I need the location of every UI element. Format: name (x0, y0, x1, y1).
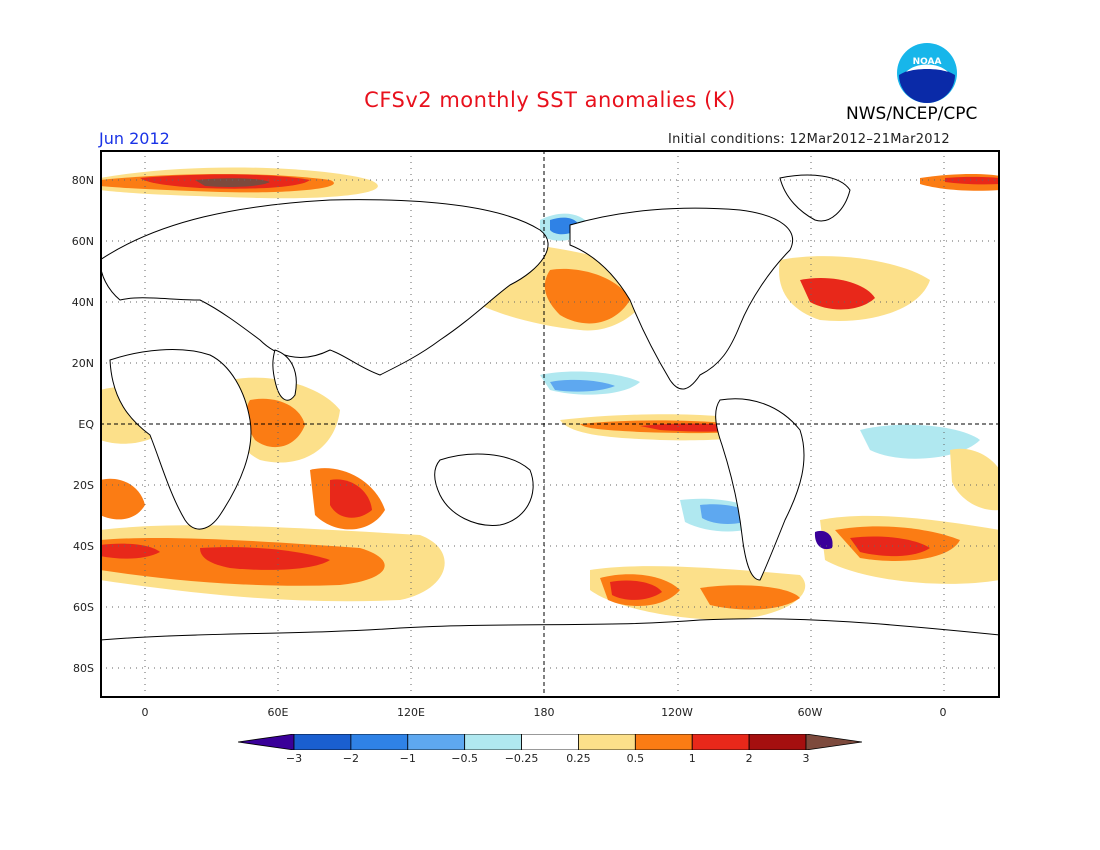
lon-label-0-east: 0 (939, 706, 947, 719)
colorbar-label: 3 (802, 752, 810, 765)
sst-anomaly-map (100, 150, 1000, 698)
colorbar-segment (293, 734, 352, 750)
lat-label-60s: 60S (73, 601, 94, 614)
colorbar-label: −0.5 (451, 752, 479, 765)
colorbar-label: 2 (745, 752, 753, 765)
lat-label-60n: 60N (71, 235, 94, 248)
lat-label-eq: EQ (78, 418, 94, 431)
lat-label-40s: 40S (73, 540, 94, 553)
colorbar-label: −0.25 (504, 752, 539, 765)
lat-label-80s: 80S (73, 662, 94, 675)
initial-conditions: Initial conditions: 12Mar2012–21Mar2012 (668, 132, 951, 147)
colorbar-segment (407, 734, 466, 750)
colorbar-label: 0.5 (626, 752, 645, 765)
colorbar-segment-min (238, 734, 295, 750)
forecast-month: Jun 2012 (99, 129, 170, 148)
colorbar-segment (634, 734, 693, 750)
colorbar-label: 0.25 (566, 752, 591, 765)
lat-label-40n: 40N (71, 296, 94, 309)
colorbar-label: −1 (399, 752, 416, 765)
colorbar-segment (578, 734, 636, 750)
noaa-logo: NOAA (897, 43, 957, 103)
colorbar (238, 734, 862, 750)
colorbar-segment (691, 734, 750, 750)
lat-label-20s: 20S (73, 479, 94, 492)
colorbar-label: −3 (285, 752, 303, 765)
colorbar-segment-max (805, 734, 862, 750)
coastlines (100, 174, 1000, 698)
map-gridlines (100, 150, 1000, 698)
org-label: NWS/NCEP/CPC (846, 104, 978, 124)
colorbar-segment (464, 734, 522, 750)
map-title: CFSv2 monthly SST anomalies (K) (364, 88, 736, 112)
colorbar-label: −2 (342, 752, 359, 765)
colorbar-segment (748, 734, 807, 750)
map-frame (100, 150, 1000, 698)
lat-label-20n: 20N (71, 357, 94, 370)
colorbar-segment (521, 734, 579, 750)
lon-label-0: 0 (141, 706, 149, 719)
colorbar-segment (350, 734, 409, 750)
logo-text: NOAA (913, 57, 942, 67)
lon-label-60w: 60W (797, 706, 823, 719)
colorbar-label: 1 (688, 752, 696, 765)
lon-label-180: 180 (533, 706, 555, 719)
lon-label-60e: 60E (267, 706, 289, 719)
lon-label-120e: 120E (397, 706, 425, 719)
lon-label-120w: 120W (661, 706, 693, 719)
lat-label-80n: 80N (71, 174, 94, 187)
